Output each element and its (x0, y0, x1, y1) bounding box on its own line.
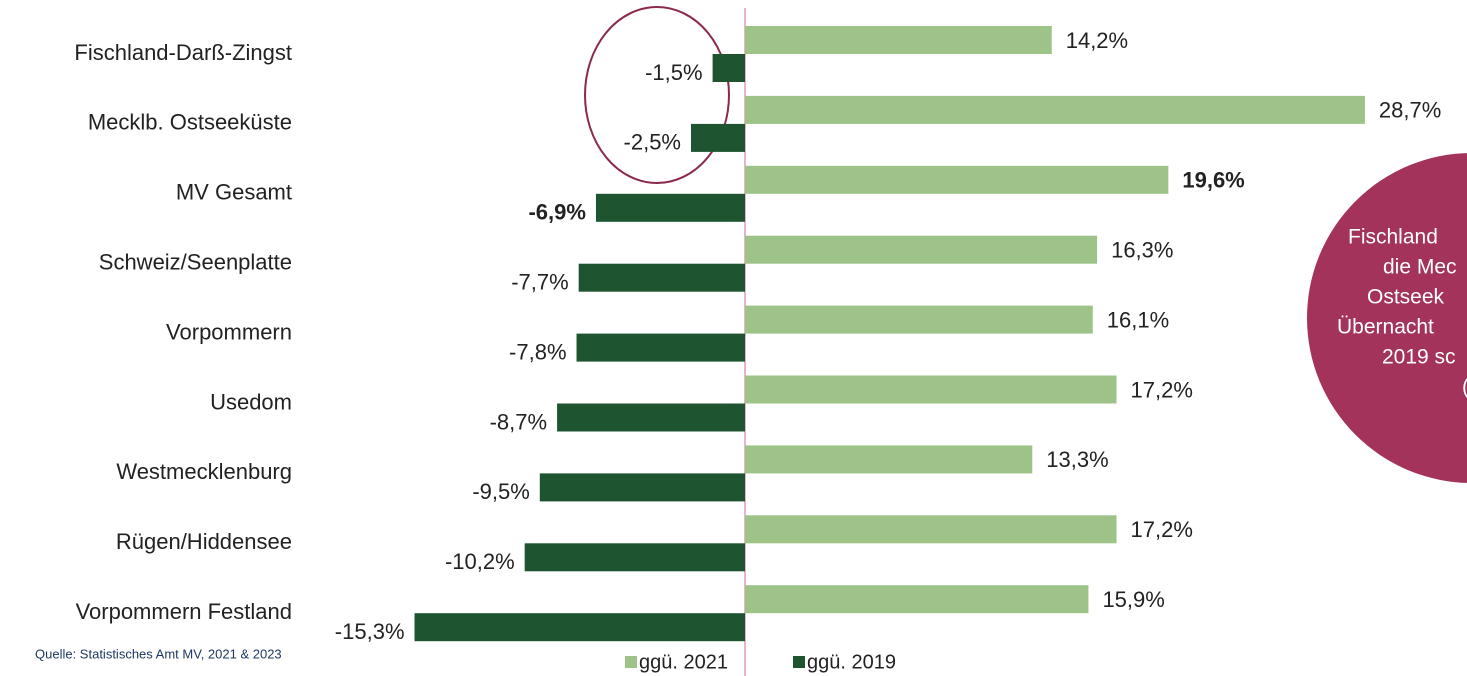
value-label: 28,7% (1379, 98, 1441, 123)
source: Quelle: Statistisches Amt MV, 2021 & 202… (35, 646, 282, 661)
bar (745, 26, 1052, 54)
bar (578, 263, 745, 292)
highlight-ring (584, 6, 730, 184)
value-label: 17,2% (1131, 517, 1193, 542)
value-label: 14,2% (1066, 28, 1128, 53)
bar (539, 473, 745, 502)
annotation-text: ( (1462, 376, 1467, 399)
bar (745, 95, 1365, 124)
value-label: -2,5% (624, 130, 681, 155)
value-label: -7,7% (511, 270, 568, 295)
category-label: Vorpommern (166, 319, 292, 344)
category-label: Mecklb. Ostseeküste (88, 110, 292, 135)
category-label: Fischland-Darß-Zingst (74, 40, 292, 65)
category-label: Rügen/Hiddensee (116, 529, 292, 554)
category-label: Schweiz/Seenplatte (99, 250, 292, 275)
bar (745, 165, 1169, 194)
value-label: 16,1% (1107, 307, 1169, 332)
category-label: Vorpommern Festland (76, 599, 292, 624)
annotation-bubble (1307, 153, 1467, 483)
annotation-text: 2019 sc (1382, 346, 1456, 369)
value-label: -9,5% (472, 479, 529, 504)
bar (745, 515, 1117, 544)
category-label: MV Gesamt (176, 180, 292, 205)
legend-swatch (793, 656, 805, 668)
annotation-text: Übernacht (1337, 316, 1434, 339)
annotation-text: Ostseek (1367, 286, 1445, 309)
value-label: 16,3% (1111, 238, 1173, 263)
category-label: Westmecklenburg (116, 459, 292, 484)
category-label: Usedom (210, 389, 292, 414)
legend-swatch (625, 656, 637, 668)
bar (745, 375, 1117, 404)
value-label: 17,2% (1131, 377, 1193, 402)
value-label: -15,3% (335, 619, 405, 644)
legend-label: ggü. 2019 (807, 651, 896, 673)
value-label: -7,8% (509, 339, 566, 364)
annotation-text: Fischland (1348, 226, 1438, 249)
annotation-text: die Mec (1383, 256, 1457, 279)
bar (745, 445, 1033, 474)
value-label: 15,9% (1102, 587, 1164, 612)
value-label: -1,5% (645, 60, 702, 85)
bar (576, 333, 745, 362)
value-label: 13,3% (1046, 447, 1108, 472)
bar (691, 123, 745, 152)
bar (745, 305, 1093, 334)
bar (557, 403, 745, 432)
value-label: -8,7% (490, 409, 547, 434)
bar (524, 543, 745, 572)
value-label: -6,9% (528, 200, 585, 225)
bar (414, 613, 745, 642)
bar (745, 585, 1089, 614)
bar (595, 193, 745, 222)
value-label: -10,2% (445, 549, 515, 574)
legend-label: ggü. 2021 (639, 651, 728, 673)
bar (745, 235, 1098, 264)
bar (712, 54, 745, 82)
value-label: 19,6% (1182, 168, 1244, 193)
